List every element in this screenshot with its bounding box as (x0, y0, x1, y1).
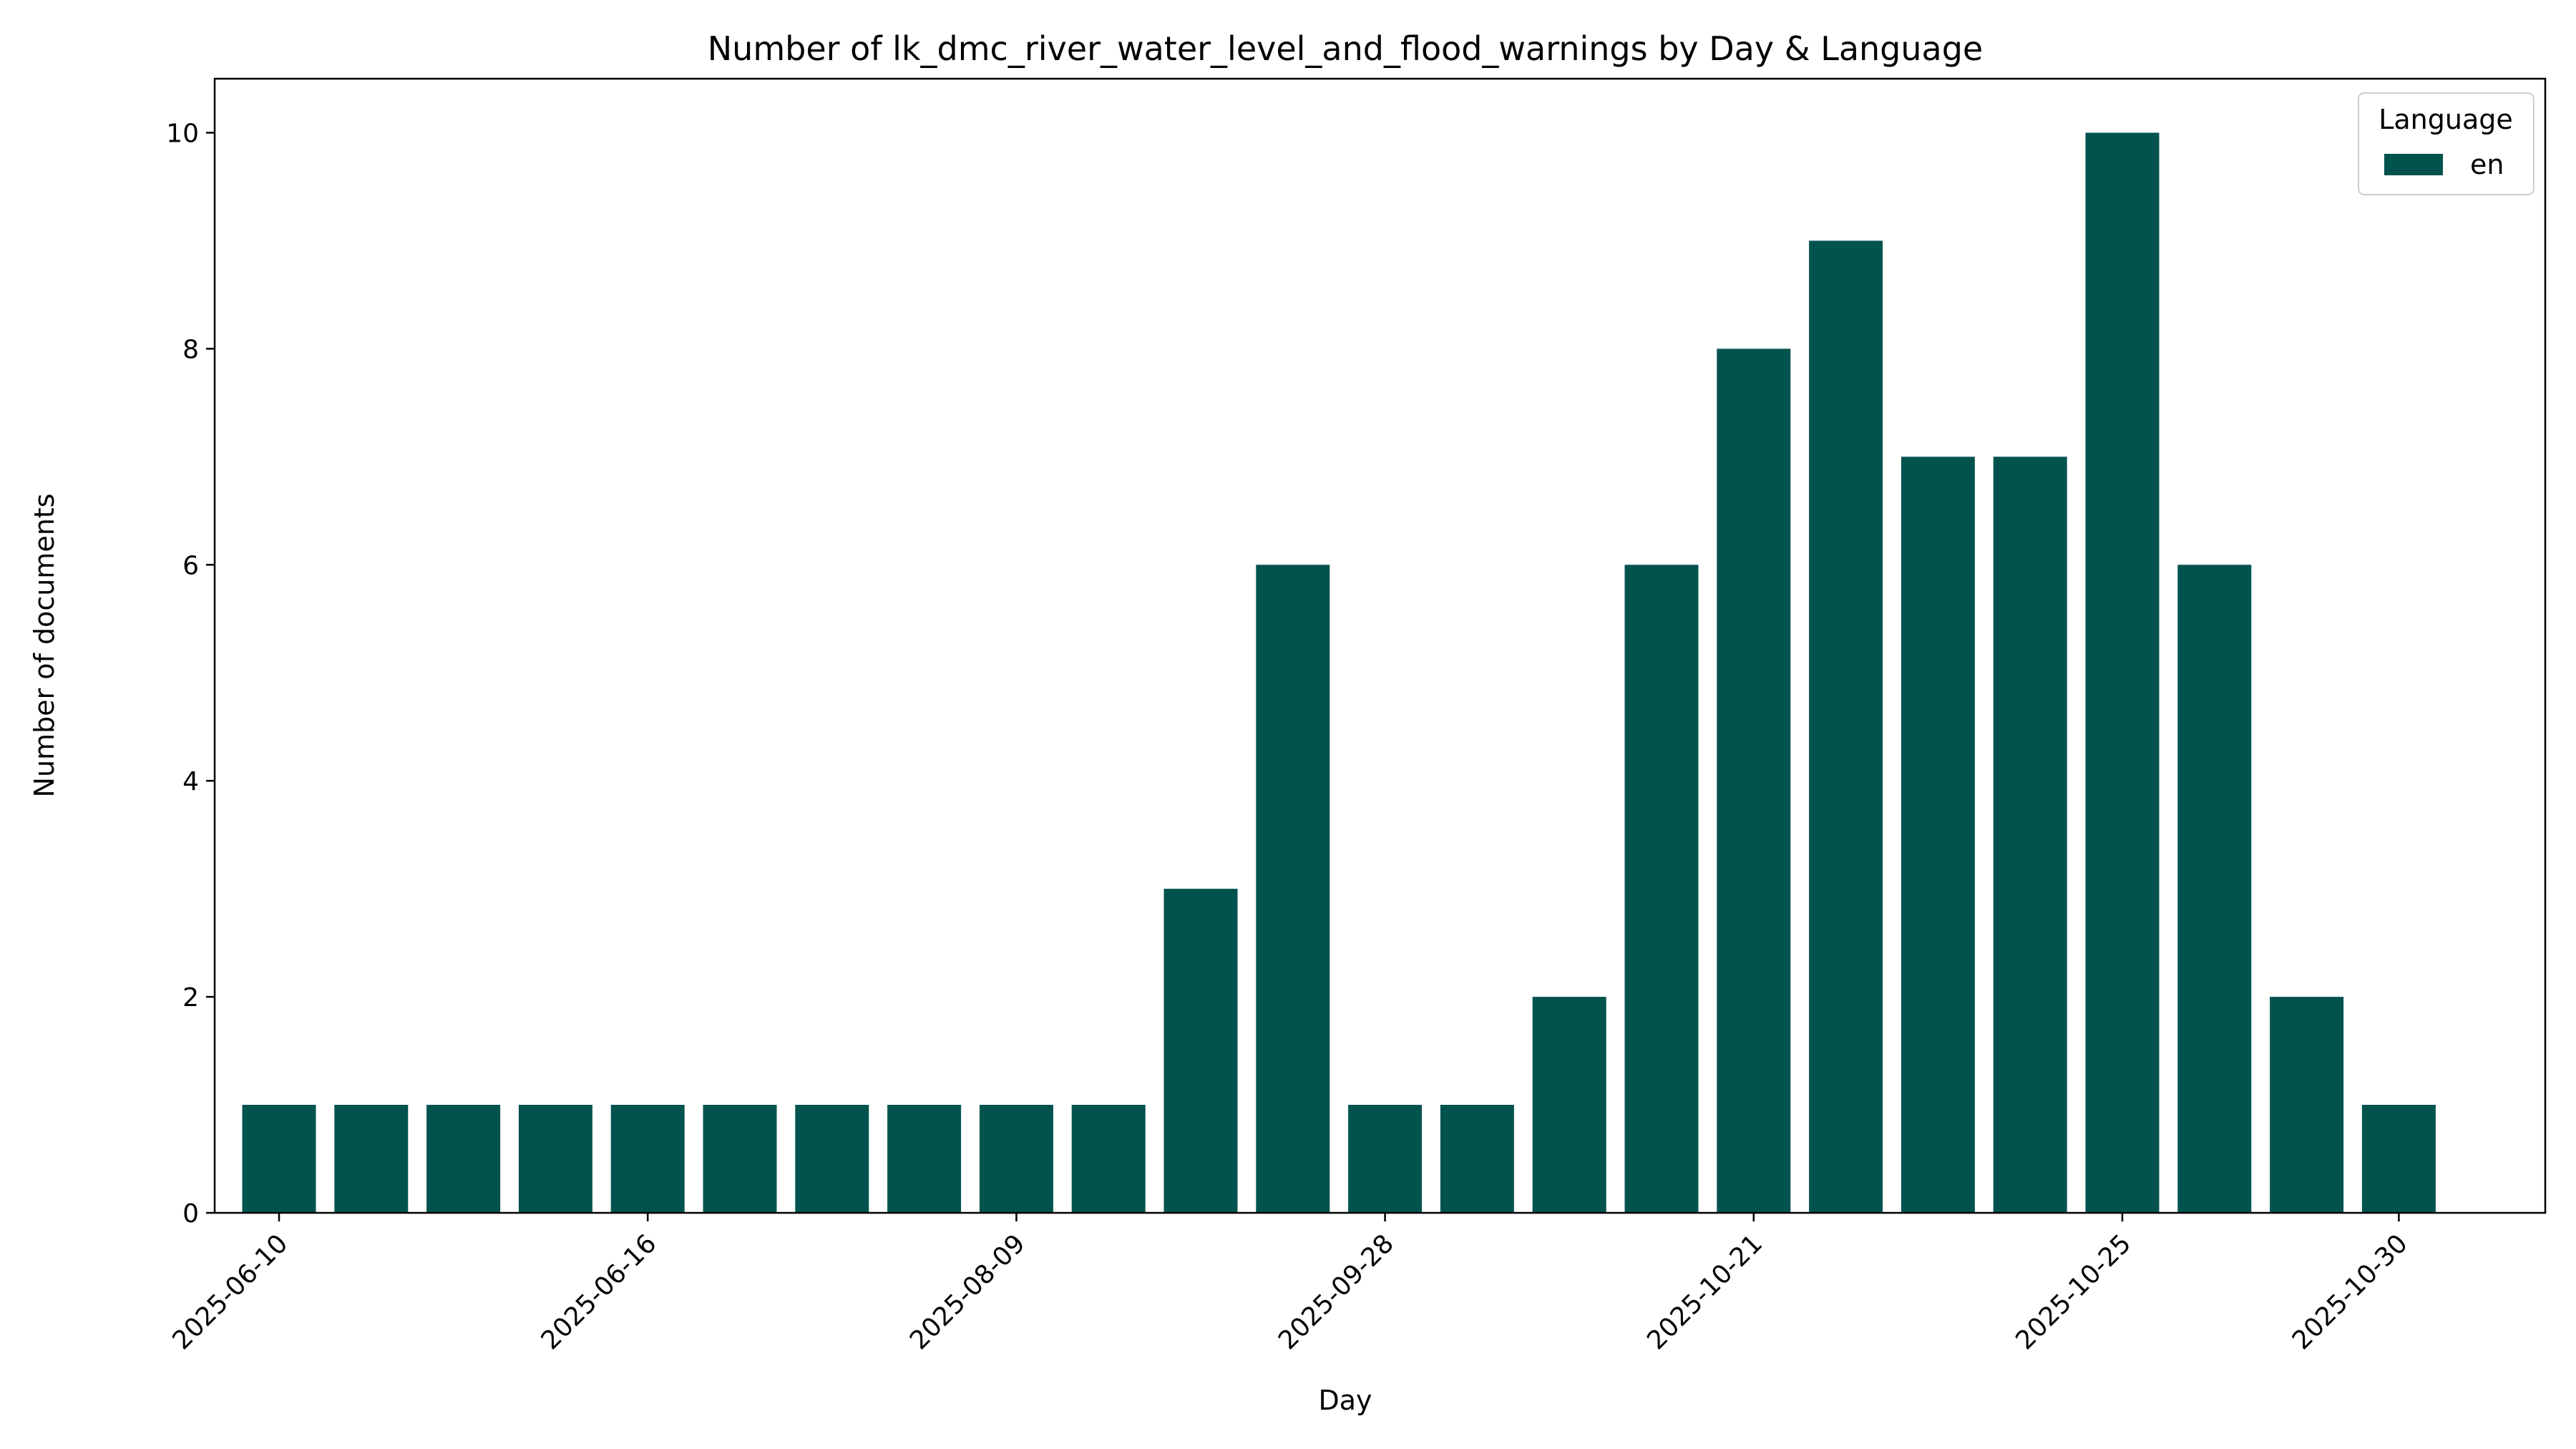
bar (1809, 240, 1883, 1213)
y-axis-label: Number of documents (29, 494, 60, 798)
bar (2361, 1105, 2436, 1213)
y-tick-label: 6 (182, 551, 199, 580)
legend-label-en: en (2470, 149, 2504, 180)
chart-title: Number of lk_dmc_river_water_level_and_f… (708, 29, 1983, 68)
bar (1717, 348, 1791, 1213)
bar (1440, 1105, 1514, 1213)
bar (334, 1105, 409, 1213)
bar (979, 1105, 1053, 1213)
y-tick-label: 8 (182, 335, 199, 364)
bar (610, 1105, 685, 1213)
bar (1348, 1105, 1423, 1213)
bar (1071, 1105, 1146, 1213)
bar (426, 1105, 501, 1213)
bar (2270, 997, 2344, 1213)
bar (887, 1105, 962, 1213)
bar (1624, 565, 1699, 1213)
y-tick-label: 2 (182, 983, 199, 1013)
legend-title: Language (2379, 104, 2513, 135)
bar (703, 1105, 777, 1213)
legend: Language en (2358, 92, 2534, 195)
bar (795, 1105, 869, 1213)
bar (1532, 997, 1606, 1213)
y-tick-label: 10 (166, 119, 199, 148)
legend-swatch-en (2384, 154, 2443, 175)
plot-frame (213, 77, 2547, 1214)
bars-group (242, 132, 2436, 1213)
bar (518, 1105, 592, 1213)
bar (242, 1105, 316, 1213)
bar (1256, 565, 1330, 1213)
bar (2085, 132, 2160, 1213)
y-axis: 0 2 4 6 8 10 (166, 119, 215, 1229)
bar (1993, 457, 2067, 1213)
bar (2177, 565, 2252, 1213)
y-tick-label: 4 (182, 767, 199, 796)
y-tick-label: 0 (182, 1199, 199, 1229)
bar (1163, 889, 1238, 1213)
x-axis-label: Day (1318, 1385, 1372, 1416)
bar (1901, 457, 1975, 1213)
